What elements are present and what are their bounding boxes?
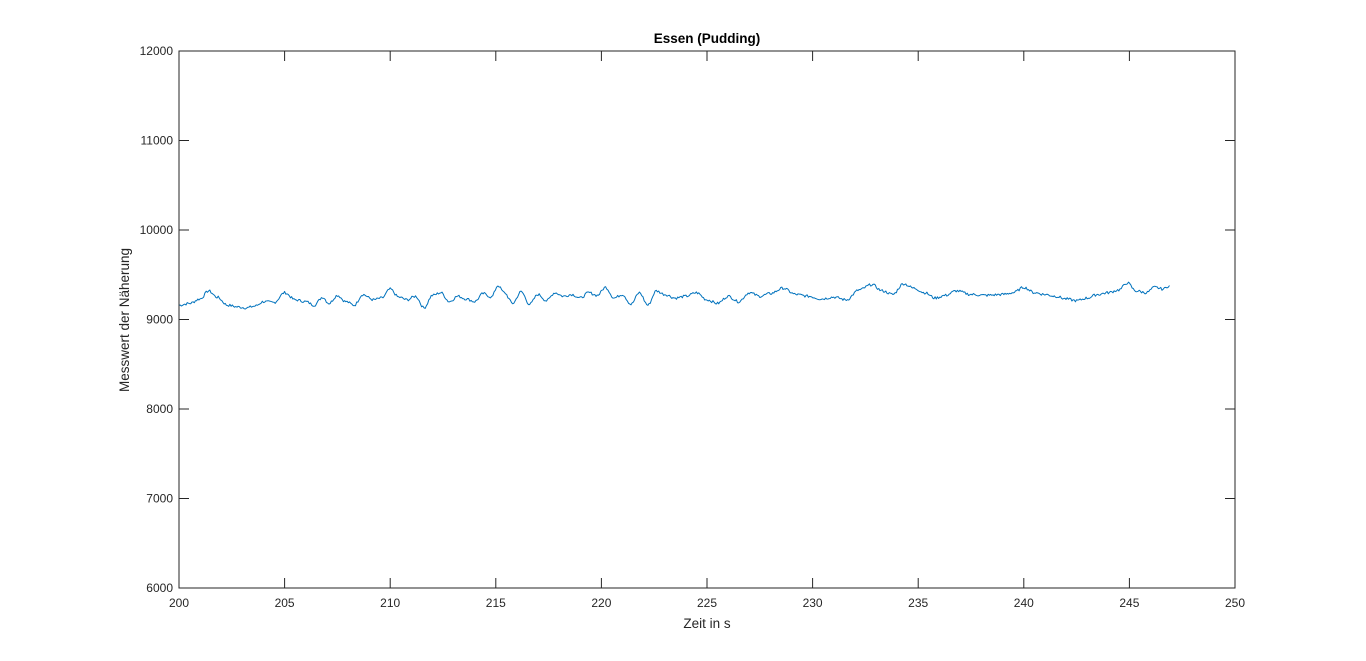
x-tick-label: 230 <box>803 596 823 610</box>
chart-title: Essen (Pudding) <box>654 31 761 46</box>
y-tick-label: 6000 <box>146 581 173 595</box>
y-tick-label: 10000 <box>140 223 174 237</box>
x-tick-label: 220 <box>591 596 611 610</box>
x-axis-label: Zeit in s <box>683 616 731 631</box>
y-tick-label: 11000 <box>141 134 174 148</box>
x-tick-label: 225 <box>697 596 717 610</box>
plot-area <box>178 281 1170 310</box>
y-tick-label: 8000 <box>146 402 173 416</box>
x-tick-label: 210 <box>380 596 400 610</box>
x-tick-label: 215 <box>486 596 506 610</box>
y-axis-label: Messwert der Näherung <box>117 248 132 392</box>
y-tick-label: 7000 <box>146 492 173 506</box>
x-tick-label: 235 <box>908 596 928 610</box>
axis-ticks: 200 205 210 215 220 225 230 235 240 245 250 6000 700… <box>140 44 1246 610</box>
series-line <box>178 281 1170 310</box>
x-tick-label: 245 <box>1119 596 1139 610</box>
x-tick-label: 240 <box>1014 596 1034 610</box>
y-tick-label: 9000 <box>146 313 173 327</box>
x-tick-label: 205 <box>275 596 295 610</box>
x-tick-label: 250 <box>1225 596 1245 610</box>
x-tick-label: 200 <box>169 596 189 610</box>
y-tick-label: 12000 <box>140 44 174 58</box>
